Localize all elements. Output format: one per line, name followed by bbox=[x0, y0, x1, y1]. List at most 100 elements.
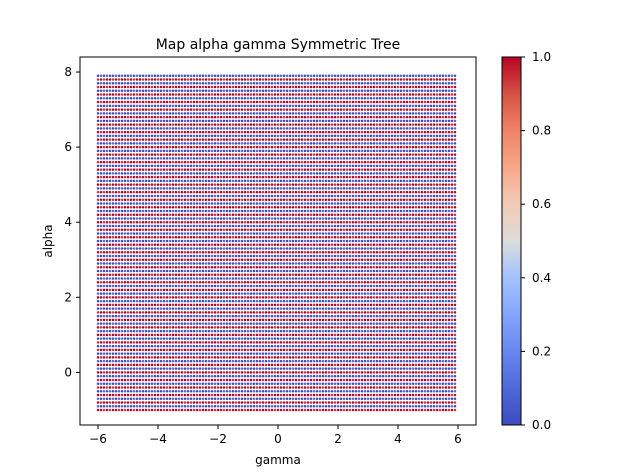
scatter-point bbox=[243, 386, 247, 389]
scatter-point bbox=[174, 262, 178, 265]
scatter-point bbox=[108, 393, 112, 397]
scatter-point bbox=[333, 292, 337, 295]
scatter-point bbox=[438, 408, 442, 412]
scatter-point bbox=[177, 382, 181, 385]
scatter-point bbox=[219, 341, 223, 344]
scatter-point bbox=[360, 404, 364, 408]
scatter-point bbox=[450, 393, 454, 397]
scatter-point bbox=[213, 288, 217, 292]
scatter-point bbox=[150, 382, 154, 385]
scatter-point bbox=[237, 299, 241, 303]
scatter-point bbox=[375, 288, 379, 292]
scatter-point bbox=[147, 378, 151, 382]
scatter-point bbox=[306, 393, 310, 397]
scatter-point bbox=[117, 363, 121, 367]
scatter-point bbox=[420, 382, 424, 385]
scatter-point bbox=[360, 352, 364, 355]
scatter-point bbox=[294, 284, 298, 288]
scatter-point bbox=[294, 254, 298, 258]
scatter-point bbox=[339, 322, 343, 325]
scatter-point bbox=[414, 296, 418, 299]
scatter-point bbox=[192, 374, 196, 378]
scatter-point bbox=[102, 326, 106, 329]
scatter-point bbox=[309, 337, 313, 340]
scatter-point bbox=[399, 393, 403, 397]
scatter-point bbox=[381, 284, 385, 288]
scatter-point bbox=[264, 359, 268, 363]
scatter-point bbox=[399, 352, 403, 355]
scatter-point bbox=[408, 386, 412, 389]
scatter-point bbox=[399, 329, 403, 333]
scatter-point bbox=[423, 296, 427, 299]
scatter-point bbox=[102, 401, 106, 404]
scatter-point bbox=[330, 314, 334, 318]
scatter-point bbox=[327, 341, 331, 344]
scatter-point bbox=[423, 401, 427, 404]
scatter-point bbox=[447, 341, 451, 344]
scatter-point bbox=[351, 266, 355, 269]
scatter-point bbox=[177, 329, 181, 333]
scatter-point bbox=[438, 401, 442, 404]
scatter-point bbox=[447, 374, 451, 378]
scatter-point bbox=[453, 277, 457, 280]
scatter-point bbox=[399, 389, 403, 393]
scatter-point bbox=[315, 277, 319, 280]
scatter-point bbox=[438, 374, 442, 378]
scatter-point bbox=[210, 393, 214, 397]
scatter-point bbox=[156, 337, 160, 340]
scatter-point bbox=[111, 284, 115, 288]
scatter-point bbox=[111, 322, 115, 325]
scatter-point bbox=[258, 389, 262, 393]
scatter-point bbox=[384, 401, 388, 404]
scatter-point bbox=[210, 284, 214, 288]
scatter-point bbox=[222, 292, 226, 295]
scatter-point bbox=[372, 318, 376, 322]
scatter-point bbox=[132, 337, 136, 340]
scatter-point bbox=[315, 311, 319, 314]
scatter-point bbox=[237, 284, 241, 288]
scatter-point bbox=[255, 344, 259, 348]
scatter-point bbox=[111, 378, 115, 382]
scatter-point bbox=[270, 378, 274, 382]
scatter-point bbox=[258, 374, 262, 378]
scatter-point bbox=[426, 359, 430, 363]
scatter-point bbox=[294, 326, 298, 329]
scatter-point bbox=[414, 333, 418, 337]
scatter-point bbox=[276, 311, 280, 314]
scatter-point bbox=[426, 281, 430, 284]
scatter-point bbox=[321, 281, 325, 284]
scatter-point bbox=[321, 408, 325, 412]
scatter-point bbox=[186, 311, 190, 314]
scatter-point bbox=[444, 322, 448, 325]
scatter-point bbox=[174, 296, 178, 299]
scatter-point bbox=[234, 296, 238, 299]
scatter-point bbox=[246, 401, 250, 404]
scatter-point bbox=[288, 254, 292, 258]
scatter-point bbox=[234, 344, 238, 348]
scatter-point bbox=[228, 363, 232, 367]
scatter-point bbox=[288, 382, 292, 385]
scatter-point bbox=[318, 311, 322, 314]
scatter-point bbox=[129, 408, 133, 412]
scatter-point bbox=[387, 359, 391, 363]
scatter-point bbox=[147, 292, 151, 295]
scatter-point bbox=[402, 303, 406, 307]
scatter-point bbox=[195, 266, 199, 269]
scatter-point bbox=[444, 266, 448, 269]
scatter-point bbox=[381, 397, 385, 400]
scatter-point bbox=[285, 359, 289, 363]
scatter-point bbox=[258, 393, 262, 397]
scatter-point bbox=[375, 401, 379, 404]
scatter-point bbox=[201, 337, 205, 340]
scatter-point bbox=[210, 348, 214, 352]
scatter-point bbox=[432, 393, 436, 397]
scatter-point bbox=[219, 382, 223, 385]
scatter-point bbox=[381, 404, 385, 408]
scatter-point bbox=[306, 281, 310, 284]
scatter-point bbox=[159, 329, 163, 333]
scatter-point bbox=[279, 281, 283, 284]
scatter-point bbox=[420, 408, 424, 412]
scatter-point bbox=[411, 299, 415, 303]
scatter-point bbox=[219, 389, 223, 393]
scatter-point bbox=[240, 382, 244, 385]
